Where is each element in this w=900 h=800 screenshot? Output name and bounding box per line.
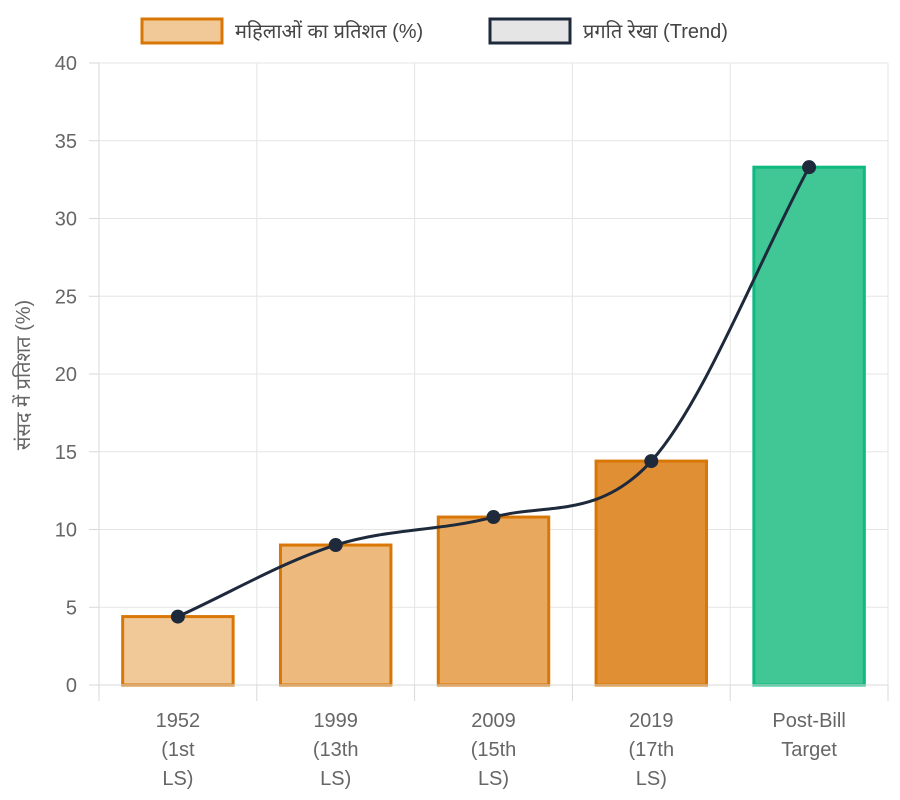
bar[interactable] (436, 515, 551, 687)
x-tick-label: Post-Bill Target (772, 710, 845, 761)
y-tick-label: 10 (55, 520, 77, 542)
y-tick-label: 35 (55, 131, 77, 153)
x-tick-label-line: (1st (161, 739, 195, 761)
y-tick-label: 25 (55, 286, 77, 308)
bar-series (121, 165, 866, 687)
x-tick-label: 2019 (17th LS) (629, 710, 675, 790)
x-tick-label-line: LS) (636, 768, 667, 790)
bar[interactable] (278, 543, 393, 687)
grid-lines (98, 62, 889, 686)
y-tick-label: 20 (55, 364, 77, 386)
trend-point[interactable] (802, 160, 817, 175)
x-tick-label-line: (15th (471, 739, 517, 761)
axes (89, 62, 889, 701)
trend-line (177, 166, 811, 618)
x-tick-label-line: 1999 (313, 710, 358, 732)
x-tick-label-line: (17th (629, 739, 675, 761)
y-tick-label: 5 (66, 597, 77, 619)
y-tick-label: 30 (55, 209, 77, 231)
legend-swatch-trend[interactable] (488, 17, 572, 45)
y-tick-label: 0 (66, 675, 77, 697)
bar[interactable] (594, 459, 709, 687)
trend-series (170, 160, 817, 624)
x-tick-label: 1999 (13th LS) (313, 710, 359, 790)
x-tick-label-line: Post-Bill (772, 710, 845, 732)
trend-point[interactable] (328, 538, 343, 553)
y-axis-title: संसद में प्रतिशत (%) (12, 300, 35, 450)
x-tick-label: 2009 (15th LS) (471, 710, 517, 790)
trend-point[interactable] (170, 609, 185, 624)
y-tick-label: 15 (55, 442, 77, 464)
x-tick-label-line: LS) (162, 768, 193, 790)
legend-label-bars[interactable]: महिलाओं का प्रतिशत (%) (235, 20, 423, 43)
trend-point[interactable] (644, 454, 659, 469)
legend-label-trend[interactable]: प्रगति रेखा (Trend) (583, 20, 728, 43)
x-tick-label-line: (13th (313, 739, 359, 761)
y-tick-label: 40 (55, 53, 77, 75)
x-tick-label-line: LS) (320, 768, 351, 790)
x-tick-label-line: 1952 (156, 710, 201, 732)
x-tick-label-line: 2009 (471, 710, 516, 732)
x-tick-label: 1952 (1st LS) (156, 710, 201, 790)
x-tick-label-line: LS) (478, 768, 509, 790)
legend-swatch-bars[interactable] (140, 17, 224, 45)
trend-point[interactable] (486, 510, 501, 525)
x-tick-label-line: Target (781, 739, 837, 761)
bar[interactable] (121, 615, 235, 687)
x-tick-label-line: 2019 (629, 710, 674, 732)
legend[interactable]: महिलाओं का प्रतिशत (%) प्रगति रेखा (Tren… (140, 17, 728, 45)
